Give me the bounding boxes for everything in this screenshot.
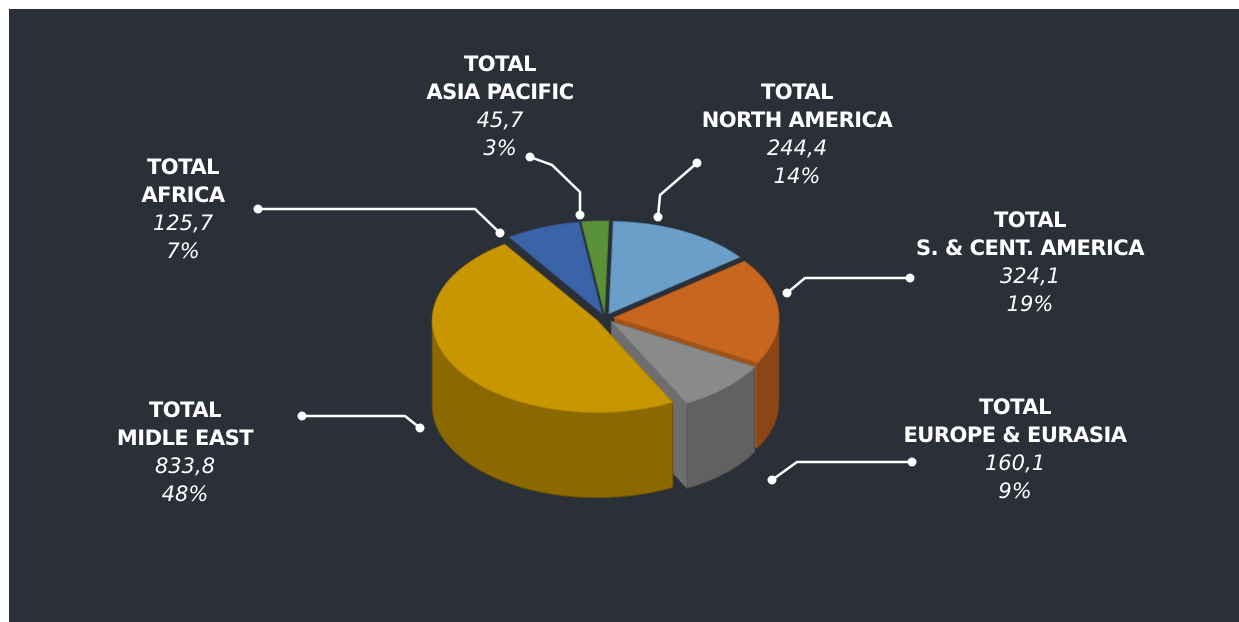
leader-line [771,460,912,482]
leader-dot [692,158,702,168]
percent-label: 7% [166,239,200,263]
leader-dot [653,212,663,222]
category-label: TOTAL AFRICA [141,155,225,207]
leader-dot [575,210,585,220]
leader-line [529,155,582,215]
slice [580,220,610,314]
value-label: 324,1 [999,264,1061,288]
leader-dot [767,475,777,485]
leader-dot [297,411,307,421]
slice-label: TOTAL NORTH AMERICA 244,4 14% [637,78,957,190]
percent-label: 14% [773,164,821,188]
leader-dot [782,288,792,298]
percent-label: 48% [161,482,209,506]
slice-label: TOTAL EUROPE & EURASIA 160,1 9% [855,393,1175,505]
leader-dot [253,204,263,214]
leader-dot [495,228,505,238]
leader-line [786,276,910,294]
percent-label: 19% [1006,292,1054,316]
leader-dot [905,273,915,283]
value-label: 244,4 [766,136,828,160]
category-label: TOTAL ASIA PACIFIC [426,52,574,104]
leader-dot [525,152,535,162]
slice [609,320,756,404]
slice-label: TOTAL AFRICA 125,7 7% [23,153,343,265]
value-label: 125,7 [152,211,214,235]
slice [608,221,741,315]
leader-dot [907,457,917,467]
value-label: 833,8 [154,454,216,478]
leader-line [656,162,698,218]
slice [612,260,780,364]
leader-dot [415,423,425,433]
slice [431,243,674,414]
category-label: TOTAL NORTH AMERICA [701,80,893,132]
value-label: 45,7 [476,108,524,132]
percent-label: 9% [998,479,1032,503]
slice-label: TOTAL S. & CENT. AMERICA 324,1 19% [870,206,1190,318]
category-label: TOTAL MIDLE EAST [116,398,254,450]
leader-line [258,207,501,234]
slice [508,221,603,315]
slice-label: TOTAL MIDLE EAST 833,8 48% [25,396,345,508]
slice-label: TOTAL ASIA PACIFIC 45,7 3% [340,50,660,162]
leader-line [302,414,421,429]
category-label: TOTAL S. & CENT. AMERICA [916,208,1144,260]
percent-label: 3% [483,136,517,160]
value-label: 160,1 [984,451,1046,475]
category-label: TOTAL EUROPE & EURASIA [903,395,1127,447]
